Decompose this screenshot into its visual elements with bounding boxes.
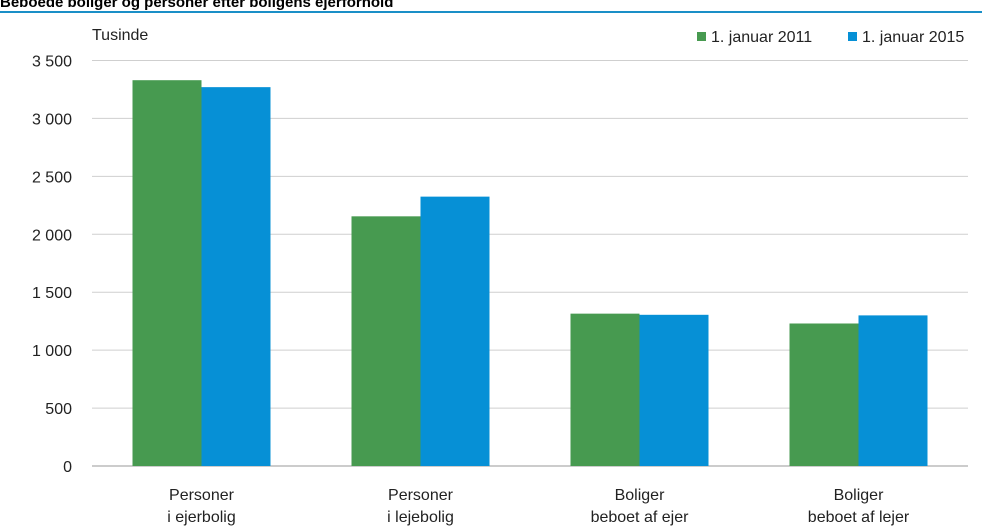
- y-axis: 0 500 1 000 1 500 2 000 2 500 3 000 3 500: [32, 54, 72, 477]
- y-tick-label: 500: [45, 401, 72, 418]
- y-tick-label: 1 500: [32, 285, 72, 302]
- x-axis: Personer i ejerbolig Personer i lejebolig Bo…: [167, 487, 910, 526]
- bar-2011: [132, 80, 202, 467]
- x-tick-label: Personer: [169, 487, 235, 504]
- x-tick-label: Boliger: [615, 487, 665, 504]
- bar-2011: [789, 323, 859, 466]
- title-rule: [0, 11, 982, 13]
- bar-2015: [639, 314, 709, 466]
- x-tick-label: beboet af lejer: [808, 509, 910, 526]
- legend-swatch: [697, 32, 706, 41]
- bar-2015: [420, 196, 490, 466]
- x-tick-label: beboet af ejer: [591, 509, 690, 526]
- unit-label: Tusinde: [92, 27, 148, 44]
- x-tick-label: Boliger: [834, 487, 884, 504]
- x-tick-label: i lejebolig: [387, 509, 454, 526]
- gridlines: [92, 60, 968, 467]
- y-tick-label: 0: [63, 459, 72, 476]
- chart-title: Beboede boliger og personer efter bolige…: [0, 0, 394, 11]
- y-tick-label: 2 500: [32, 169, 72, 186]
- bar-2011: [570, 313, 640, 466]
- y-tick-label: 3 500: [32, 54, 72, 71]
- bar-2015: [201, 87, 271, 466]
- x-tick-label: Personer: [388, 487, 454, 504]
- x-tick-label: i ejerbolig: [167, 509, 235, 526]
- bar-2011: [351, 216, 421, 466]
- y-tick-label: 2 000: [32, 227, 72, 244]
- y-tick-label: 3 000: [32, 111, 72, 128]
- legend-label: 1. januar 2015: [862, 29, 964, 46]
- bar-2015: [858, 315, 928, 466]
- bars: [132, 80, 928, 467]
- legend-label: 1. januar 2011: [711, 29, 812, 46]
- legend-swatch: [848, 32, 857, 41]
- y-tick-label: 1 000: [32, 343, 72, 360]
- legend: 1. januar 2011 1. januar 2015: [697, 29, 964, 46]
